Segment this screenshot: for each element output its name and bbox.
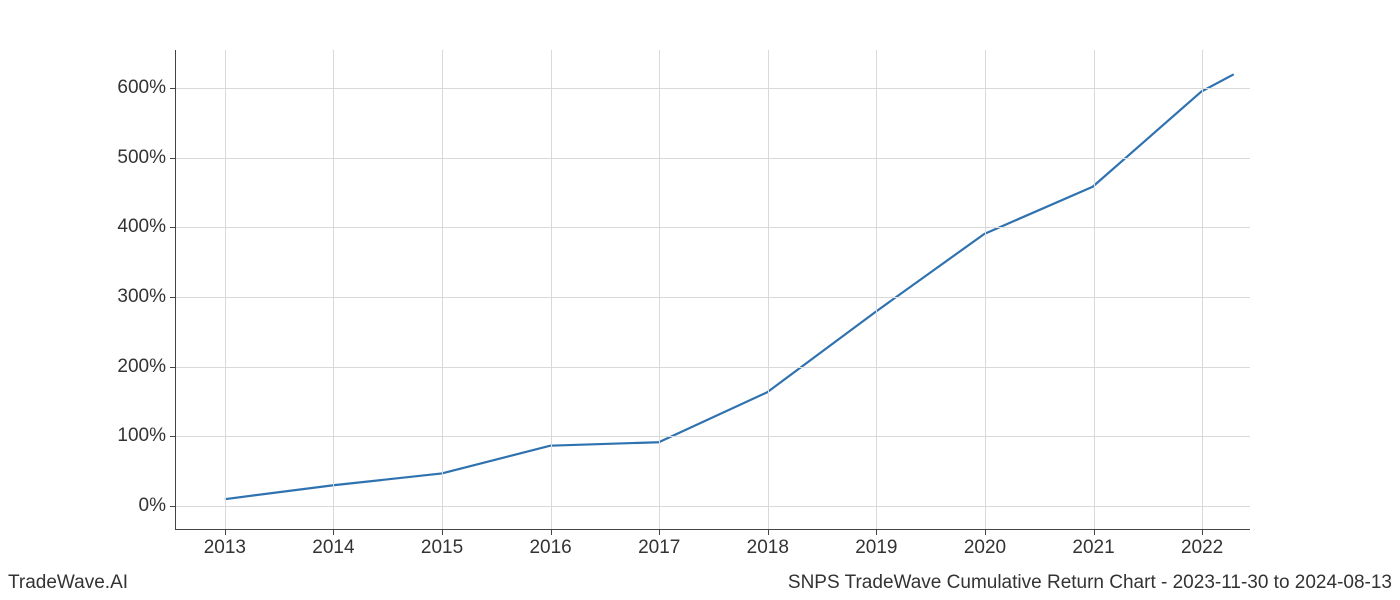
y-tick-mark [170, 506, 176, 507]
x-tick-label: 2021 [1072, 537, 1114, 559]
x-tick-mark [442, 529, 443, 535]
y-tick-mark [170, 227, 176, 228]
y-tick-label: 300% [117, 286, 166, 308]
y-tick-mark [170, 367, 176, 368]
x-tick-mark [551, 529, 552, 535]
grid-line-horizontal [176, 436, 1250, 437]
grid-line-vertical [551, 50, 552, 529]
y-tick-label: 500% [117, 147, 166, 169]
x-tick-mark [985, 529, 986, 535]
grid-line-horizontal [176, 88, 1250, 89]
line-chart-svg [176, 50, 1250, 529]
grid-line-vertical [225, 50, 226, 529]
grid-line-horizontal [176, 506, 1250, 507]
grid-line-vertical [659, 50, 660, 529]
footer-chart-title: SNPS TradeWave Cumulative Return Chart -… [788, 572, 1392, 594]
chart-container: 2013201420152016201720182019202020212022… [175, 50, 1250, 530]
x-tick-label: 2018 [747, 537, 789, 559]
grid-line-vertical [876, 50, 877, 529]
x-tick-mark [768, 529, 769, 535]
x-tick-mark [659, 529, 660, 535]
x-tick-label: 2013 [204, 537, 246, 559]
grid-line-horizontal [176, 158, 1250, 159]
x-tick-label: 2016 [529, 537, 571, 559]
x-tick-mark [876, 529, 877, 535]
grid-line-vertical [1094, 50, 1095, 529]
y-tick-label: 0% [139, 495, 166, 517]
grid-line-horizontal [176, 227, 1250, 228]
y-tick-mark [170, 297, 176, 298]
x-tick-mark [1094, 529, 1095, 535]
x-tick-label: 2015 [421, 537, 463, 559]
x-tick-mark [333, 529, 334, 535]
x-tick-label: 2017 [638, 537, 680, 559]
grid-line-vertical [985, 50, 986, 529]
grid-line-horizontal [176, 367, 1250, 368]
y-tick-mark [170, 88, 176, 89]
footer-brand-text: TradeWave.AI [8, 572, 128, 594]
x-tick-mark [1202, 529, 1203, 535]
y-tick-label: 400% [117, 216, 166, 238]
x-tick-label: 2019 [855, 537, 897, 559]
grid-line-vertical [1202, 50, 1203, 529]
y-tick-mark [170, 158, 176, 159]
x-tick-label: 2022 [1181, 537, 1223, 559]
x-tick-mark [225, 529, 226, 535]
grid-line-vertical [768, 50, 769, 529]
plot-area: 2013201420152016201720182019202020212022… [175, 50, 1250, 530]
y-tick-label: 600% [117, 77, 166, 99]
y-tick-mark [170, 436, 176, 437]
grid-line-vertical [333, 50, 334, 529]
grid-line-vertical [442, 50, 443, 529]
y-tick-label: 200% [117, 356, 166, 378]
x-tick-label: 2020 [964, 537, 1006, 559]
y-tick-label: 100% [117, 425, 166, 447]
grid-line-horizontal [176, 297, 1250, 298]
x-tick-label: 2014 [312, 537, 354, 559]
